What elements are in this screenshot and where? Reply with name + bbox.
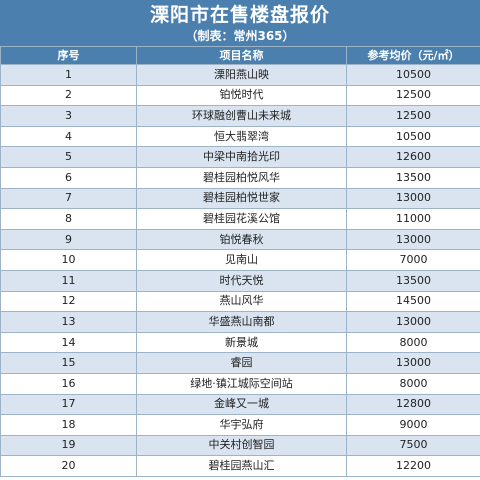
table-row: 8 碧桂园花溪公馆 11000 bbox=[0, 208, 480, 230]
row-index-cell: 7 bbox=[0, 187, 137, 210]
project-name-cell: 见南山 bbox=[136, 249, 347, 271]
row-index-cell: 20 bbox=[0, 455, 137, 477]
row-index-cell: 10 bbox=[0, 249, 137, 271]
project-name-cell: 碧桂园燕山汇 bbox=[136, 455, 347, 477]
price-cell: 14500 bbox=[346, 290, 480, 313]
project-name-cell: 环球融创曹山未来城 bbox=[136, 105, 347, 127]
project-name-cell: 铂悦时代 bbox=[136, 84, 347, 107]
price-cell: 12800 bbox=[346, 393, 480, 416]
project-name-cell: 华盛燕山南都 bbox=[136, 311, 347, 333]
project-name-cell: 新景城 bbox=[136, 331, 347, 354]
table-row: 18 华宇弘府 9000 bbox=[0, 414, 480, 436]
row-index-cell: 4 bbox=[0, 125, 137, 148]
table-row: 4 恒大翡翠湾 10500 bbox=[0, 125, 480, 148]
project-name-cell: 时代天悦 bbox=[136, 269, 347, 292]
price-cell: 12200 bbox=[346, 455, 480, 477]
project-name-cell: 燕山风华 bbox=[136, 290, 347, 313]
row-index-cell: 1 bbox=[0, 64, 137, 86]
table-row: 6 碧桂园柏悦风华 13500 bbox=[0, 166, 480, 189]
project-name-cell: 溧阳燕山映 bbox=[136, 64, 347, 86]
project-name-cell: 碧桂园柏悦风华 bbox=[136, 166, 347, 189]
column-header-index: 序号 bbox=[0, 46, 137, 65]
row-index-cell: 15 bbox=[0, 352, 137, 374]
price-cell: 8000 bbox=[346, 331, 480, 354]
table-row: 14 新景城 8000 bbox=[0, 331, 480, 354]
project-name-cell: 碧桂园柏悦世家 bbox=[136, 187, 347, 210]
price-cell: 12600 bbox=[346, 146, 480, 168]
row-index-cell: 2 bbox=[0, 84, 137, 107]
project-name-cell: 中关村创智园 bbox=[136, 434, 347, 457]
row-index-cell: 11 bbox=[0, 269, 137, 292]
price-cell: 13000 bbox=[346, 352, 480, 374]
row-index-cell: 8 bbox=[0, 208, 137, 230]
project-name-cell: 金峰又一城 bbox=[136, 393, 347, 416]
table-row: 7 碧桂园柏悦世家 13000 bbox=[0, 187, 480, 210]
project-name-cell: 恒大翡翠湾 bbox=[136, 125, 347, 148]
price-cell: 13000 bbox=[346, 187, 480, 210]
table-row: 13 华盛燕山南都 13000 bbox=[0, 311, 480, 333]
row-index-cell: 18 bbox=[0, 414, 137, 436]
row-index-cell: 3 bbox=[0, 105, 137, 127]
table-row: 2 铂悦时代 12500 bbox=[0, 84, 480, 107]
table-row: 17 金峰又一城 12800 bbox=[0, 393, 480, 416]
price-cell: 12500 bbox=[346, 105, 480, 127]
price-cell: 13500 bbox=[346, 269, 480, 292]
project-name-cell: 绿地·镇江城际空间站 bbox=[136, 372, 347, 395]
price-cell: 13000 bbox=[346, 311, 480, 333]
column-header-name: 项目名称 bbox=[136, 46, 347, 65]
price-cell: 10500 bbox=[346, 125, 480, 148]
table-row: 5 中梁中南拾光印 12600 bbox=[0, 146, 480, 168]
column-header-price: 参考均价（元/㎡） bbox=[346, 46, 480, 65]
row-index-cell: 9 bbox=[0, 228, 137, 251]
row-index-cell: 12 bbox=[0, 290, 137, 313]
sheet-subtitle: （制表：常州365） bbox=[185, 29, 295, 43]
table-row: 12 燕山风华 14500 bbox=[0, 290, 480, 313]
row-index-cell: 19 bbox=[0, 434, 137, 457]
price-cell: 11000 bbox=[346, 208, 480, 230]
table-row: 9 铂悦春秋 13000 bbox=[0, 228, 480, 251]
price-cell: 7000 bbox=[346, 249, 480, 271]
table-row: 10 见南山 7000 bbox=[0, 249, 480, 271]
table-header-row: 序号 项目名称 参考均价（元/㎡） bbox=[0, 46, 480, 65]
price-cell: 13500 bbox=[346, 166, 480, 189]
row-index-cell: 14 bbox=[0, 331, 137, 354]
table-row: 16 绿地·镇江城际空间站 8000 bbox=[0, 372, 480, 395]
project-name-cell: 铂悦春秋 bbox=[136, 228, 347, 251]
project-name-cell: 华宇弘府 bbox=[136, 414, 347, 436]
row-index-cell: 13 bbox=[0, 311, 137, 333]
title-banner: 溧阳市在售楼盘报价 （制表：常州365） bbox=[0, 0, 480, 46]
project-name-cell: 中梁中南拾光印 bbox=[136, 146, 347, 168]
table-row: 3 环球融创曹山未来城 12500 bbox=[0, 105, 480, 127]
table-row: 15 睿园 13000 bbox=[0, 352, 480, 374]
price-cell: 12500 bbox=[346, 84, 480, 107]
price-cell: 8000 bbox=[346, 372, 480, 395]
price-cell: 9000 bbox=[346, 414, 480, 436]
sheet-title: 溧阳市在售楼盘报价 bbox=[149, 4, 330, 26]
table-row: 11 时代天悦 13500 bbox=[0, 269, 480, 292]
price-cell: 10500 bbox=[346, 64, 480, 86]
price-cell: 13000 bbox=[346, 228, 480, 251]
table-row: 1 溧阳燕山映 10500 bbox=[0, 64, 480, 86]
project-name-cell: 碧桂园花溪公馆 bbox=[136, 208, 347, 230]
table-row: 19 中关村创智园 7500 bbox=[0, 434, 480, 457]
row-index-cell: 6 bbox=[0, 166, 137, 189]
table-row: 20 碧桂园燕山汇 12200 bbox=[0, 455, 480, 477]
project-name-cell: 睿园 bbox=[136, 352, 347, 374]
row-index-cell: 16 bbox=[0, 372, 137, 395]
row-index-cell: 17 bbox=[0, 393, 137, 416]
price-cell: 7500 bbox=[346, 434, 480, 457]
row-index-cell: 5 bbox=[0, 146, 137, 168]
price-table: 序号 项目名称 参考均价（元/㎡） 1 溧阳燕山映 10500 2 铂悦时代 12500 3… bbox=[0, 46, 480, 477]
